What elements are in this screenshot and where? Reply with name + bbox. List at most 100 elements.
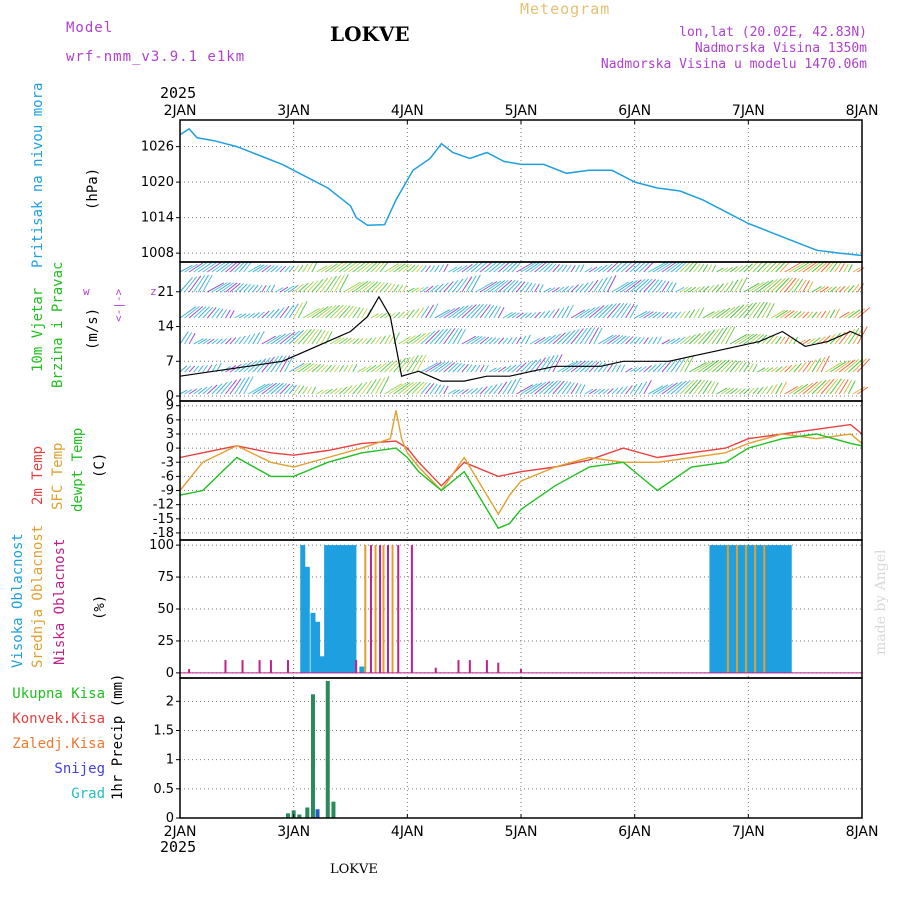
wind-barb bbox=[475, 387, 483, 395]
wind-barb bbox=[557, 331, 571, 345]
wind-barb bbox=[825, 261, 835, 273]
wind-barb bbox=[738, 361, 747, 373]
wind-barb bbox=[820, 355, 830, 373]
wind-barb bbox=[325, 263, 338, 273]
wind-barb bbox=[302, 386, 309, 395]
wind-barb bbox=[648, 311, 658, 319]
wind-barb bbox=[356, 337, 364, 345]
wind-barb bbox=[329, 304, 344, 319]
wind-barb bbox=[652, 363, 662, 373]
wind-barb bbox=[793, 278, 804, 293]
wind-barb bbox=[443, 281, 454, 293]
wind-barb bbox=[193, 261, 209, 273]
wind-barb bbox=[529, 283, 536, 293]
wind-barb bbox=[779, 310, 792, 319]
wind-barb bbox=[638, 278, 653, 293]
wind-barb bbox=[711, 359, 727, 373]
wind-barb bbox=[357, 261, 371, 273]
wind-barb bbox=[661, 281, 670, 293]
wind-barb bbox=[602, 388, 610, 395]
wind-barb bbox=[538, 284, 544, 293]
wind-barb bbox=[234, 283, 245, 293]
temp-line-0 bbox=[179, 423, 863, 487]
wind-barb bbox=[588, 266, 598, 273]
wind-barb bbox=[456, 363, 466, 373]
wind-barb bbox=[798, 261, 814, 273]
wind-barb bbox=[634, 310, 648, 319]
cloud-bar-0 bbox=[768, 545, 774, 673]
cloud-bar-2 bbox=[286, 660, 289, 673]
wind-barb bbox=[434, 384, 442, 395]
wind-barb bbox=[443, 327, 456, 345]
x-tick-label-top: 6JAN bbox=[618, 103, 651, 119]
wind-barb bbox=[648, 385, 664, 395]
wind-barb bbox=[425, 383, 435, 395]
wind-barb bbox=[357, 366, 367, 373]
wind-barb bbox=[661, 261, 678, 273]
lonlat-text: lon,lat (20.02E, 42.83N) bbox=[679, 25, 867, 40]
wind-barb bbox=[288, 284, 299, 293]
wind-barb bbox=[247, 312, 256, 319]
wind-barb bbox=[425, 329, 440, 345]
wind-barb bbox=[256, 330, 265, 345]
wind-barb bbox=[447, 306, 465, 319]
wind-barb bbox=[506, 337, 513, 345]
wind-barb bbox=[279, 265, 287, 273]
wind-barb bbox=[829, 360, 847, 373]
wind-barb bbox=[588, 327, 600, 345]
wind-barb bbox=[352, 382, 363, 395]
wind-barb bbox=[502, 261, 515, 273]
compass-w: w bbox=[83, 285, 90, 298]
legend-freezing: Zaledj.Kisa bbox=[12, 736, 105, 752]
wind-barb bbox=[375, 336, 382, 345]
wind-barb bbox=[197, 306, 210, 319]
wind-barb bbox=[393, 263, 406, 273]
wind-barb bbox=[516, 312, 524, 319]
wind-barb bbox=[843, 285, 850, 293]
wind-barb bbox=[197, 274, 209, 293]
cloud-bar-0 bbox=[773, 545, 779, 673]
wind-barb bbox=[743, 333, 758, 345]
wind-barb bbox=[193, 365, 200, 373]
wind-barb bbox=[825, 333, 836, 345]
x-tick-label-top: 7JAN bbox=[732, 103, 765, 119]
wind-barb bbox=[702, 329, 716, 345]
wind-barb bbox=[402, 381, 418, 395]
wind-barb bbox=[852, 267, 861, 273]
wind-barb bbox=[575, 327, 588, 345]
wind-barb bbox=[561, 305, 570, 319]
wind-barb bbox=[657, 361, 667, 373]
cloud-bar-1 bbox=[364, 545, 367, 673]
cloud-bar-0 bbox=[304, 566, 310, 673]
wind-barb bbox=[297, 282, 309, 293]
wind-barb bbox=[675, 286, 685, 293]
wind-barb bbox=[470, 336, 483, 345]
wind-barb bbox=[411, 332, 427, 345]
wind-barb bbox=[306, 363, 318, 373]
wind-barb bbox=[843, 263, 849, 273]
wind-barb bbox=[497, 337, 505, 345]
wind-barb bbox=[566, 285, 574, 293]
wind-barb bbox=[225, 282, 238, 293]
wind-barb bbox=[356, 381, 368, 395]
wind-barb bbox=[797, 361, 807, 373]
wind-barb bbox=[747, 387, 755, 395]
wind-barb bbox=[838, 285, 846, 293]
x-tick-label-top: 2JAN bbox=[164, 103, 197, 119]
wind-barb bbox=[720, 306, 736, 319]
y-tick-label: -6 bbox=[161, 469, 174, 484]
wind-barb bbox=[588, 361, 600, 373]
wind-barb bbox=[225, 309, 231, 319]
y-tick-label: 14 bbox=[157, 320, 174, 335]
wind-barb bbox=[379, 282, 389, 293]
wind-barb bbox=[352, 261, 367, 273]
wind-barb bbox=[852, 358, 867, 373]
wind-barb bbox=[797, 311, 806, 319]
cloud-bar-0 bbox=[346, 545, 352, 673]
wind-barb bbox=[638, 365, 647, 373]
wind-barb bbox=[661, 360, 672, 373]
wind-barb bbox=[370, 378, 382, 395]
wind-barb bbox=[793, 383, 809, 395]
wind-barb bbox=[502, 365, 512, 373]
wind-barb bbox=[620, 335, 630, 345]
